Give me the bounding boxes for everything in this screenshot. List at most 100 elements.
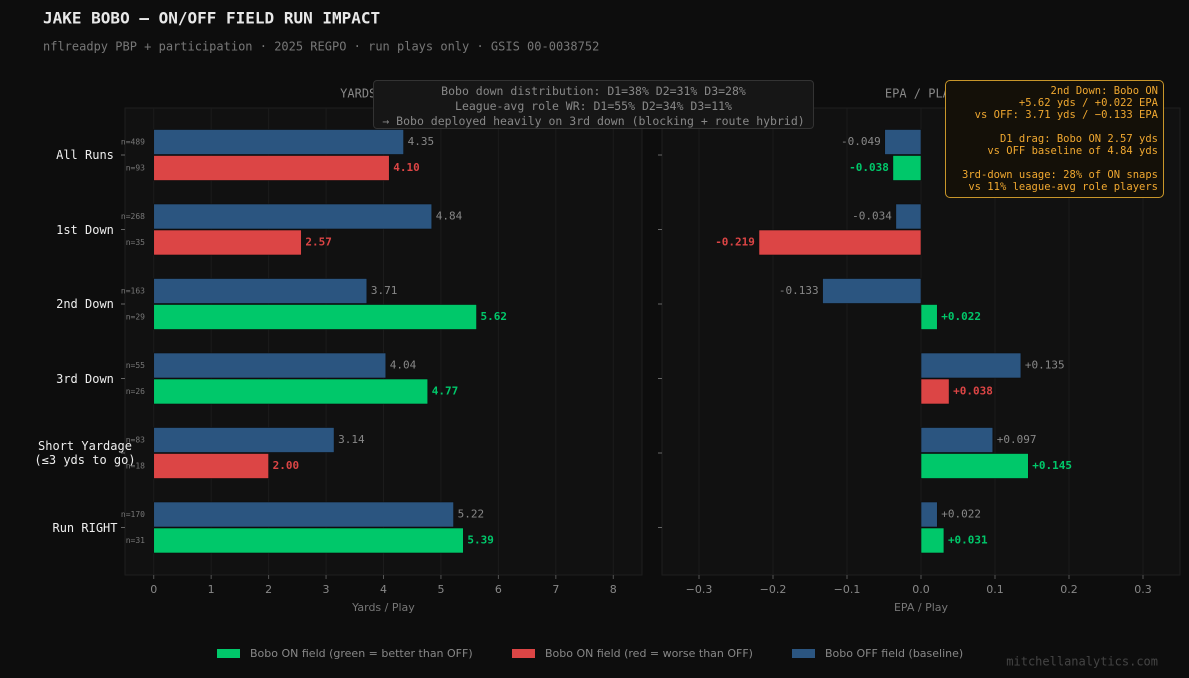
x-tick-label: −0.2 [760,583,787,596]
n-label: n=163 [121,287,145,296]
value-label: 2.57 [305,236,332,249]
value-label: +0.097 [997,433,1037,446]
bar [153,203,433,230]
n-label: n=29 [126,313,145,322]
n-label: n=268 [121,212,145,221]
bar [758,229,922,256]
bar [884,129,922,155]
n-label: n=31 [126,536,145,545]
value-label: +0.135 [1025,359,1065,372]
value-label: +0.022 [941,508,981,521]
annotation-line: 2nd Down: Bobo ON +5.62 yds / +0.022 EPA… [974,85,1158,121]
value-label: -0.034 [852,210,892,223]
x-tick-label: 3 [323,583,330,596]
bar [920,352,1022,379]
x-tick-label: 4 [380,583,387,596]
bar [153,155,390,181]
bar [822,278,922,304]
value-label: 4.77 [432,385,459,398]
value-label: +0.031 [948,534,988,547]
bar [892,155,922,181]
x-tick-label: 8 [610,583,617,596]
value-label: +0.038 [953,385,993,398]
legend-label: Bobo ON field (green = better than OFF) [250,647,473,660]
legend-swatch [217,649,240,658]
bar [153,501,454,528]
y-tick-label: 2nd Down [56,297,114,311]
n-label: n=489 [121,138,145,147]
bar [920,378,950,405]
value-label: 4.84 [436,210,463,223]
bar [153,378,429,405]
annotation-line: 3rd-down usage: 28% of ON snaps vs 11% l… [962,169,1158,193]
legend-label: Bobo ON field (red = worse than OFF) [545,647,753,660]
bar [920,304,938,330]
value-label: 3.14 [338,433,365,446]
value-label: 2.00 [273,459,300,472]
bar [153,352,387,379]
annotation: Bobo down distribution: D1=38% D2=31% D3… [373,80,814,129]
x-tick-label: 5 [437,583,444,596]
bar [153,304,477,330]
title: JAKE BOBO — ON/OFF FIELD RUN IMPACT [43,9,380,28]
n-label: n=26 [126,387,145,396]
value-label: 5.22 [458,508,485,521]
annotation-line: D1 drag: Bobo ON 2.57 yds vs OFF baselin… [987,133,1158,157]
x-tick-label: 6 [495,583,502,596]
annotation: 2nd Down: Bobo ON +5.62 yds / +0.022 EPA… [945,80,1164,198]
value-label: +0.022 [941,310,981,323]
legend-label: Bobo OFF field (baseline) [825,647,963,660]
bar [920,527,945,554]
x-axis-label: EPA / Play [894,601,949,614]
value-label: +0.145 [1032,459,1072,472]
annotation-line: League-avg role WR: D1=55% D2=34% D3=11% [455,99,732,113]
legend-swatch [512,649,535,658]
value-label: -0.133 [779,284,819,297]
x-tick-label: 0.0 [912,583,930,596]
value-label: 4.04 [390,359,417,372]
n-label: n=18 [126,462,145,471]
value-label: -0.038 [849,161,889,174]
x-tick-label: −0.1 [834,583,861,596]
y-tick-label: 1st Down [56,222,114,237]
value-label: 5.39 [467,534,494,547]
panel-title: EPA / PLAY [885,87,958,101]
bar [920,501,938,528]
bar [920,427,994,453]
x-axis-label: Yards / Play [351,601,415,614]
value-label: 4.10 [393,161,420,174]
bar [153,427,335,453]
n-label: n=83 [126,436,145,445]
bar [153,527,464,554]
y-tick-label: 3rd Down [56,371,114,386]
subtitle: nflreadpy PBP + participation · 2025 REG… [43,40,599,54]
value-label: 4.35 [408,135,435,148]
value-label: -0.049 [841,135,881,148]
bar [153,129,404,155]
n-label: n=55 [126,361,145,370]
annotation-line: → Bobo deployed heavily on 3rd down (blo… [382,114,805,128]
n-label: n=93 [126,164,145,173]
bar [920,453,1029,479]
x-tick-label: −0.3 [686,583,713,596]
y-tick-label: Short Yardage (≤3 yds to go) [34,439,136,467]
x-tick-label: 0 [150,583,157,596]
y-tick-label: Run RIGHT [52,520,118,535]
x-tick-label: 1 [208,583,215,596]
x-tick-label: 0.2 [1060,583,1078,596]
bar [153,453,269,479]
value-label: 3.71 [371,284,398,297]
value-label: 5.62 [481,310,508,323]
value-label: -0.219 [715,236,755,249]
bar [895,203,922,230]
x-tick-label: 7 [552,583,559,596]
n-label: n=170 [121,510,145,519]
annotation-line: Bobo down distribution: D1=38% D2=31% D3… [441,84,746,98]
footer: mitchellanalytics.com [1006,655,1158,669]
legend-swatch [792,649,815,658]
bar [153,229,302,256]
x-tick-label: 2 [265,583,272,596]
x-tick-label: 0.1 [986,583,1004,596]
